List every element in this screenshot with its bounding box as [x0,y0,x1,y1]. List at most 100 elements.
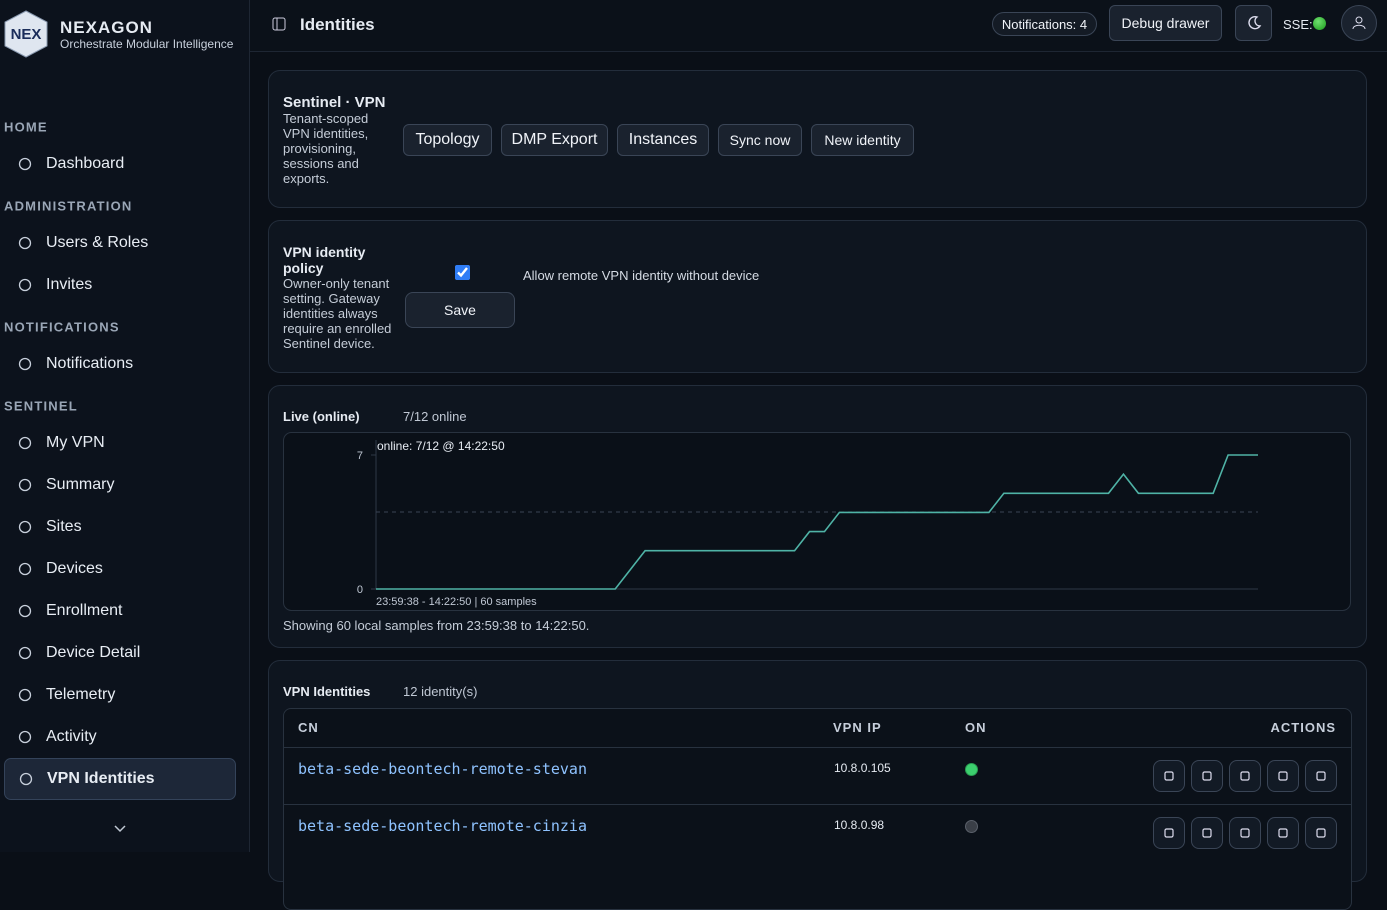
live-footnote: Showing 60 local samples from 23:59:38 t… [283,618,590,633]
nav-label: Telemetry [46,686,116,703]
nav-item[interactable]: Device Detail [4,633,234,673]
nav-icon [18,730,32,744]
live-status: 7/12 online [403,409,467,424]
section-title: HOME [4,119,48,135]
nav-label: Users & Roles [46,234,149,251]
logo-text: NEX [11,26,42,43]
nav-item[interactable]: Telemetry [4,675,234,715]
card-title: VPN identity policy [283,244,366,276]
nav-label: Dashboard [46,155,125,172]
nav-item[interactable]: My VPN [4,423,234,463]
nav-icon [18,157,32,171]
nav-item[interactable]: Devices [4,549,234,589]
nav-label: VPN Identities [47,770,155,787]
action-button[interactable]: Sync now [718,124,802,156]
row-action[interactable] [1191,817,1223,849]
brand-tagline: Orchestrate Modular Intelligence [60,37,234,51]
row-action[interactable] [1305,817,1337,849]
action-button[interactable]: Topology [403,124,492,156]
row-action[interactable] [1153,760,1185,792]
page-title: Identities [300,15,375,34]
status-dot [965,820,978,833]
cn[interactable]: beta-sede-beontech-remote-cinzia [298,817,587,835]
section-title: NOTIFICATIONS [4,319,120,335]
nav-item[interactable]: Users & Roles [4,223,234,263]
notifications-pill[interactable]: Notifications: 4 [992,12,1097,36]
user-button[interactable] [1341,5,1377,41]
sse-dot [1313,17,1326,30]
y-tick-label: 7 [357,450,363,462]
row-action[interactable] [1229,817,1261,849]
theme-button[interactable] [1235,5,1272,41]
nav-label: Device Detail [46,644,141,661]
checkbox-label: Allow remote VPN identity without device [523,268,760,283]
nav-label: Notifications [46,355,134,372]
brand-name: NEXAGON [60,18,153,37]
nav-icon [18,688,32,702]
column-header: ON [965,720,987,735]
topbar: Identities Notifications: 4 Debug drawer… [250,0,1387,52]
nav-label: Devices [46,560,103,577]
vpn-ip: 10.8.0.98 [834,818,885,832]
nav-item[interactable]: VPN Identities [4,758,236,800]
nav-icon [18,278,32,292]
nav-item[interactable]: Activity [4,717,234,757]
nav-icon [18,604,32,618]
card-description: Owner-only tenant setting. Gateway ident… [283,276,392,351]
sidebar-toggle[interactable] [272,17,286,31]
x-axis-label: 23:59:38 - 14:22:50 | 60 samples [376,596,537,608]
cn[interactable]: beta-sede-beontech-remote-stevan [298,760,587,778]
status-dot [965,763,978,776]
column-header: CN [298,720,319,735]
save-button[interactable]: Save [405,292,515,328]
policy-card [268,220,1367,373]
row-border [284,804,1351,805]
policy-checkbox[interactable] [455,265,470,280]
row-action[interactable] [1267,760,1299,792]
nav-label: Activity [46,728,97,745]
card-title: Live (online) [283,409,360,424]
nav-item[interactable]: Invites [4,265,234,305]
sidebar: NEX NEXAGON Orchestrate Modular Intellig… [0,0,250,852]
nav-item[interactable]: Summary [4,465,234,505]
card-description: Tenant-scoped VPN identities, provisioni… [283,111,369,186]
vpn-ip: 10.8.0.105 [834,761,891,775]
nav-icon [18,646,32,660]
card-title: Sentinel · VPN [283,94,386,111]
scroll-chevron[interactable] [114,824,126,834]
nav-label: Summary [46,476,115,493]
action-button[interactable]: Instances [617,124,709,156]
row-action[interactable] [1229,760,1261,792]
section-title: SENTINEL [4,398,78,414]
row-border [284,747,1351,748]
nav-icon [18,357,32,371]
column-header: VPN IP [833,720,882,735]
debug-button[interactable]: Debug drawer [1109,5,1222,41]
chart-frame [283,432,1351,611]
nav-icon [19,772,33,786]
nav-label: My VPN [46,434,105,451]
table [283,708,1352,910]
nav-item[interactable]: Sites [4,507,234,547]
logo: NEX [4,10,48,58]
row-action[interactable] [1305,760,1337,792]
action-button[interactable]: DMP Export [501,124,608,156]
identity-count: 12 identity(s) [403,684,478,699]
nav-item[interactable]: Enrollment [4,591,234,631]
section-title: ADMINISTRATION [4,198,133,214]
nav-label: Enrollment [46,602,123,619]
sse-label: SSE: [1283,17,1313,32]
nav-icon [18,478,32,492]
chart: online: 7/12 @ 14:22:50 23:59:38 - 14:22… [283,432,1351,611]
nav-icon [18,236,32,250]
nav-item[interactable]: Notifications [4,344,234,384]
row-action[interactable] [1191,760,1223,792]
nav-item[interactable]: Dashboard [4,144,234,184]
y-tick-label: 0 [357,584,363,596]
column-header: ACTIONS [1270,720,1336,735]
row-action[interactable] [1153,817,1185,849]
row-action[interactable] [1267,817,1299,849]
nav-icon [18,436,32,450]
action-button[interactable]: New identity [811,124,914,156]
